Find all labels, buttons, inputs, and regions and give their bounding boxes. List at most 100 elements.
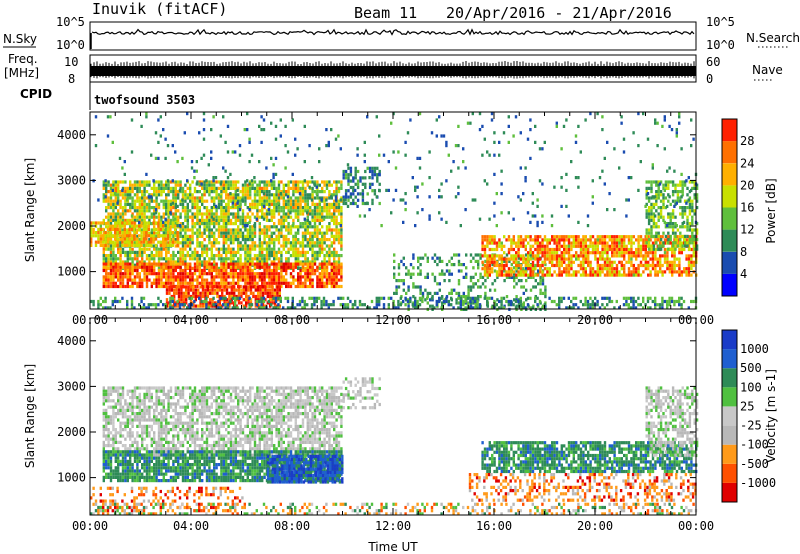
power-cell <box>265 234 269 238</box>
power-cell <box>179 199 182 203</box>
power-cell <box>659 270 662 274</box>
power-cell <box>251 238 254 242</box>
power-cell <box>116 227 119 231</box>
power-cell <box>309 206 312 210</box>
power-cell <box>603 235 607 239</box>
power-cell <box>264 288 267 292</box>
power-cell <box>201 196 204 200</box>
power-cell <box>109 231 112 235</box>
power-cell <box>462 295 465 299</box>
power-cell <box>213 291 217 295</box>
power-cell <box>244 260 247 264</box>
power-cell <box>304 257 307 261</box>
power-cell <box>323 265 326 269</box>
power-cell <box>512 235 515 239</box>
power-cell <box>112 257 115 261</box>
power-cell <box>577 263 580 268</box>
power-cell <box>174 275 177 279</box>
power-cell <box>599 251 602 255</box>
power-cell <box>118 227 122 231</box>
power-cell <box>162 247 165 251</box>
power-cell <box>184 260 187 264</box>
power-cell <box>130 243 134 247</box>
power-cell <box>270 218 273 222</box>
power-cell <box>650 180 653 184</box>
power-cell <box>165 228 168 232</box>
power-cell <box>114 275 117 279</box>
power-cell <box>141 206 144 210</box>
power-cell <box>187 288 190 292</box>
power-cell <box>520 285 523 289</box>
power-cell <box>318 278 321 282</box>
power-cell <box>637 267 640 271</box>
power-cell <box>625 260 628 264</box>
power-cell <box>171 221 174 225</box>
power-cell <box>544 285 547 289</box>
power-cell <box>495 241 499 245</box>
power-cell <box>651 257 655 261</box>
power-cell <box>273 199 276 203</box>
power-cell <box>114 224 117 228</box>
power-cell <box>337 180 341 184</box>
power-cell <box>486 235 489 239</box>
power-cell <box>239 257 242 261</box>
power-cell <box>133 250 137 254</box>
power-cell <box>544 291 547 295</box>
power-cell <box>102 275 105 279</box>
power-cell <box>687 235 691 239</box>
power-cell <box>229 275 233 279</box>
power-cell <box>579 273 583 277</box>
power-cell <box>282 241 285 245</box>
power-cell <box>261 244 264 248</box>
power-cell <box>642 263 645 268</box>
power-cell <box>613 260 616 264</box>
power-cell <box>301 254 305 258</box>
power-cell <box>177 193 180 197</box>
power-cell <box>489 288 492 292</box>
power-cell <box>472 275 475 279</box>
power-cell <box>510 257 513 261</box>
power-cell <box>655 180 658 184</box>
power-cell <box>669 247 672 251</box>
power-cell <box>282 190 285 194</box>
power-cell <box>228 294 231 299</box>
power-cell <box>335 250 338 254</box>
power-cell <box>164 221 167 225</box>
power-cell <box>172 190 175 194</box>
power-cell <box>613 238 616 242</box>
power-cell <box>570 257 573 261</box>
power-cell <box>517 256 521 260</box>
power-cell <box>507 273 511 277</box>
power-cell <box>306 265 309 269</box>
power-cell <box>253 262 257 266</box>
power-cell <box>505 238 508 242</box>
power-cell <box>582 267 585 271</box>
power-cell <box>661 273 664 277</box>
power-cell <box>373 166 377 170</box>
power-cell <box>225 196 228 200</box>
power-cell <box>323 284 326 289</box>
power-cell <box>650 183 653 187</box>
power-cell <box>145 196 149 200</box>
power-cell <box>246 234 249 238</box>
power-cell <box>193 272 197 276</box>
power-cell <box>671 270 674 274</box>
power-cell <box>457 291 461 295</box>
power-cell <box>584 238 587 242</box>
power-cell <box>529 238 532 242</box>
power-cell <box>313 268 317 273</box>
power-cell <box>203 199 206 203</box>
power-cell <box>129 225 132 229</box>
power-cell <box>321 281 324 285</box>
power-cell <box>316 257 319 261</box>
power-cell <box>117 212 120 216</box>
power-cell <box>527 273 530 277</box>
power-cell <box>201 231 204 235</box>
power-cell <box>637 247 640 252</box>
power-cell <box>500 254 503 258</box>
power-cell <box>325 215 329 219</box>
power-cell <box>321 250 324 254</box>
power-cell <box>201 247 204 251</box>
power-cell <box>280 281 283 285</box>
power-cell <box>203 268 206 273</box>
